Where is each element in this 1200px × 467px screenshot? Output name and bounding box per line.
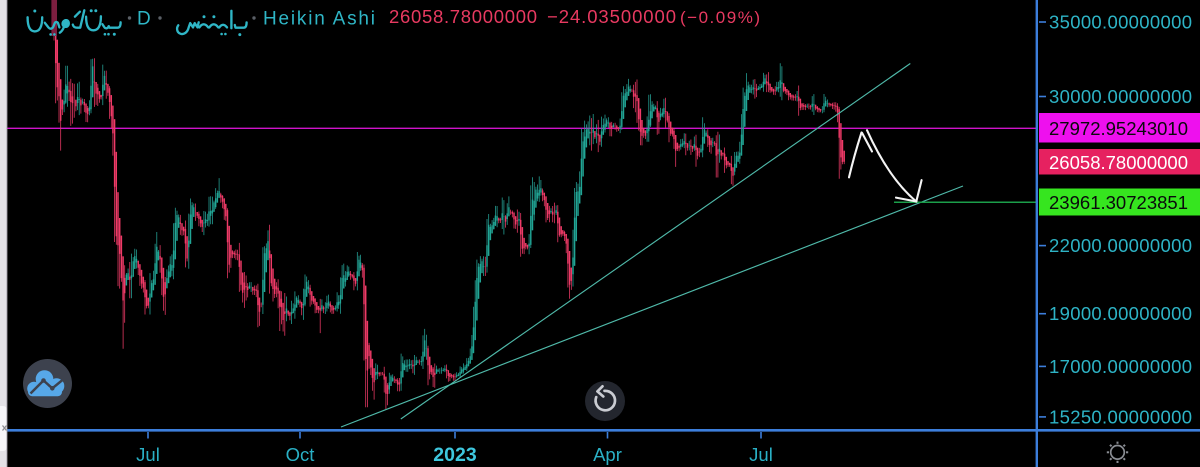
svg-text:Heikin Ashi: Heikin Ashi [263,9,375,30]
svg-text:15250.00000000: 15250.00000000 [1049,406,1192,427]
svg-text:22000.00000000: 22000.00000000 [1049,235,1192,256]
svg-text:27972.95243010: 27972.95243010 [1049,118,1188,139]
svg-text:30000.00000000: 30000.00000000 [1049,86,1192,107]
svg-text:Oct: Oct [286,444,315,465]
svg-text:23961.30723851: 23961.30723851 [1049,192,1188,213]
svg-text:Apr: Apr [593,444,622,465]
svg-text:17000.00000000: 17000.00000000 [1049,356,1192,377]
svg-text:35000.00000000: 35000.00000000 [1049,12,1192,33]
svg-text:26058.78000000−24.03500000(−0.: 26058.78000000 −24.03500000 (−0.09%) [389,6,760,27]
svg-text:D: D [137,9,151,30]
svg-text:Jul: Jul [136,444,160,465]
svg-text:19000.00000000: 19000.00000000 [1049,303,1192,324]
svg-text:26058.78000000: 26058.78000000 [1049,152,1188,173]
svg-text:2023: 2023 [433,444,477,466]
svg-text:Jul: Jul [749,444,773,465]
